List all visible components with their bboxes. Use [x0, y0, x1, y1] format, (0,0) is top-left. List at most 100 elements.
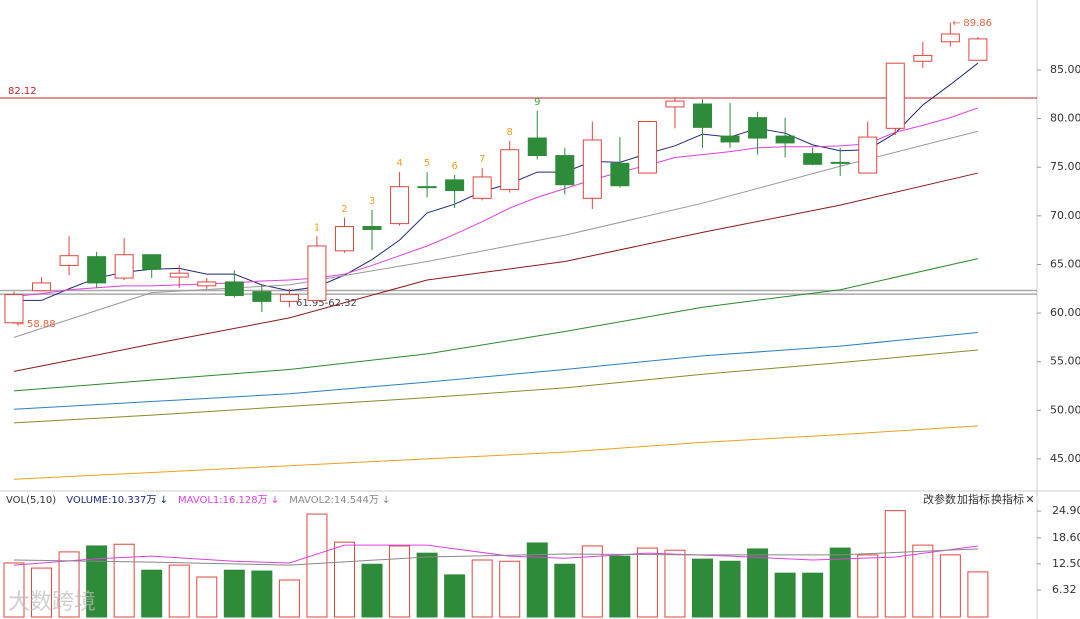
candle-body: [775, 135, 795, 144]
sequence-label: 1: [314, 222, 320, 233]
candle-body: [307, 245, 327, 301]
volume-bar: [416, 552, 438, 618]
sequence-label: 7: [479, 154, 485, 165]
volume-bar: [664, 549, 686, 618]
candle-body: [334, 226, 354, 252]
moving-average-line: [13, 130, 979, 338]
volume-bar: [306, 513, 328, 618]
volume-bar: [251, 570, 273, 618]
extreme-arrow: ←: [16, 319, 24, 330]
candle-body: [500, 149, 520, 191]
y-tick-label: 65.00: [1050, 257, 1080, 270]
legend-entry: MAVOL1:16.128万 ↓: [178, 495, 279, 506]
candle-body: [279, 294, 299, 302]
candle-body: [940, 33, 960, 43]
y-tick-label: 80.00: [1050, 112, 1080, 125]
candle-body: [748, 117, 768, 139]
candle-body: [362, 226, 382, 230]
candle-body: [4, 294, 24, 324]
volume-bar: [361, 563, 383, 618]
candle-body: [32, 282, 52, 292]
sequence-label: 5: [424, 158, 430, 169]
candle-body: [197, 281, 217, 287]
candle-body: [169, 272, 189, 278]
y-tick-label: 45.00: [1050, 452, 1080, 465]
volume-bar: [168, 564, 190, 618]
volume-bar: [196, 576, 218, 618]
y-tick-label: 24.90: [1052, 504, 1080, 517]
candle-body: [390, 186, 410, 225]
volume-bar: [444, 574, 466, 618]
volume-bar: [526, 542, 548, 618]
y-tick-label: 18.60: [1052, 531, 1080, 544]
y-tick-label: 75.00: [1050, 160, 1080, 173]
reference-label: 82.12: [8, 86, 37, 97]
volume-bar: [141, 569, 163, 618]
range-label: 61.95-62.32: [296, 298, 357, 309]
volume-bar: [719, 560, 741, 618]
candle-body: [637, 121, 657, 174]
close-button[interactable]: ✕: [1025, 493, 1034, 506]
max-label: 89.86: [963, 18, 992, 29]
y-tick-label: 50.00: [1050, 403, 1080, 416]
candle-body: [59, 255, 79, 266]
candle-body: [610, 162, 630, 187]
volume-bar: [3, 562, 25, 618]
legend-entry: VOL(5,10): [6, 495, 56, 506]
volume-bar: [609, 555, 631, 618]
toolbar-button[interactable]: 换指标: [991, 492, 1024, 506]
y-tick-label: 12.50: [1052, 557, 1080, 570]
candle-body: [858, 136, 878, 174]
sequence-label: 3: [369, 196, 375, 207]
legend-entry: VOLUME:10.337万 ↓: [66, 495, 168, 506]
y-tick-label: 55.00: [1050, 355, 1080, 368]
candle-body: [527, 137, 547, 157]
candle-body: [582, 139, 602, 199]
volume-bar: [554, 563, 576, 618]
extreme-arrow: ←: [952, 18, 960, 29]
volume-bar: [967, 571, 989, 618]
candle-body: [87, 256, 107, 284]
volume-bar: [278, 579, 300, 618]
min-label: 58.88: [27, 319, 56, 330]
toolbar-button[interactable]: 加指标: [957, 492, 990, 506]
sequence-label: 4: [396, 158, 402, 169]
candle-body: [417, 186, 437, 189]
candle-body: [224, 281, 244, 297]
volume-bar: [58, 551, 80, 618]
y-tick-label: 60.00: [1050, 306, 1080, 319]
volume-bar: [471, 559, 493, 618]
volume-bar: [31, 567, 53, 618]
watermark: 大数跨境: [8, 590, 96, 615]
toolbar-button[interactable]: 改参数: [923, 492, 956, 506]
candle-body: [665, 100, 685, 108]
moving-average-line: [13, 349, 978, 424]
moving-average-line: [14, 62, 979, 301]
volume-average-line: [13, 548, 978, 566]
candle-body: [885, 62, 905, 129]
volume-bar: [747, 548, 769, 618]
volume-bar: [912, 544, 934, 618]
volume-bar: [499, 560, 521, 618]
volume-bar: [113, 543, 135, 618]
volume-bar: [389, 545, 411, 618]
moving-average-line: [13, 107, 979, 298]
candle-body: [472, 176, 492, 199]
y-tick-label: 70.00: [1050, 209, 1080, 222]
volume-bar: [884, 510, 906, 618]
y-tick-label: 6.32: [1052, 583, 1077, 596]
sequence-label: 6: [451, 161, 457, 172]
volume-bar: [829, 547, 851, 618]
sequence-label: 2: [341, 204, 347, 215]
volume-bar: [774, 572, 796, 618]
volume-bar: [857, 554, 879, 618]
volume-bar: [802, 572, 824, 618]
moving-average-line: [13, 258, 979, 392]
volume-bar: [333, 541, 355, 618]
volume-bar: [636, 547, 658, 618]
volume-bar: [939, 554, 961, 618]
volume-bar: [581, 545, 603, 618]
sequence-label: 9: [534, 97, 540, 108]
candle-body: [693, 103, 712, 128]
